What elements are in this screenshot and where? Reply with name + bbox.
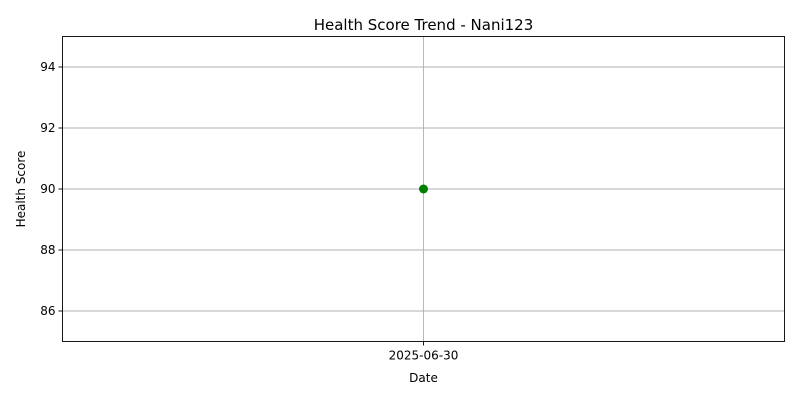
x-tick-label: 2025-06-30 <box>389 349 459 363</box>
y-axis-label: Health Score <box>14 151 28 228</box>
x-axis-label: Date <box>409 371 438 385</box>
series-layer <box>419 184 428 194</box>
data-point <box>419 184 428 194</box>
y-tick-label: 88 <box>40 243 55 257</box>
y-tick-label: 92 <box>40 121 55 135</box>
y-tick-label: 86 <box>40 304 55 318</box>
y-tick-label: 90 <box>40 182 55 196</box>
y-axis: 86 88 90 92 94 <box>40 60 63 318</box>
y-tick-label: 94 <box>40 60 55 74</box>
chart-title: Health Score Trend - Nani123 <box>314 16 534 34</box>
x-axis: 2025-06-30 <box>389 341 459 363</box>
